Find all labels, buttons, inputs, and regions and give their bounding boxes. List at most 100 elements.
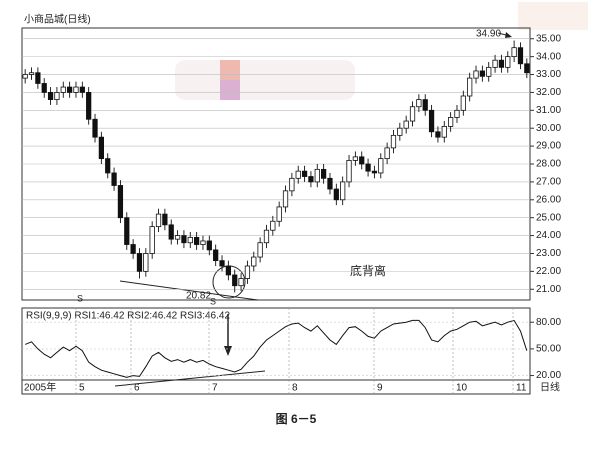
divergence-label: 底背离 [350,263,386,278]
candle-body [511,47,517,58]
y-tick-label: 35.00 [536,33,561,44]
y-tick-label: 20.00 [536,370,561,381]
y-tick-label: 31.00 [536,105,561,116]
candle-body [416,99,422,108]
watermark-block [518,2,588,30]
y-tick-label: 30.00 [536,123,561,134]
candle-body [206,240,212,251]
candle-body [60,86,66,93]
peak-label: 34.90 [476,29,501,40]
candle-body [54,92,60,100]
candle-body [282,190,289,208]
candle-body [92,118,98,138]
candle-body [168,224,174,240]
candle-body [498,59,505,68]
x-tick-label: 5 [79,383,85,394]
candle-body [67,86,73,93]
trough-label: 20.82 [186,291,211,302]
candle-body [384,147,390,160]
rsi-trendline [114,370,266,387]
candle-body [308,176,314,183]
candle-body [422,99,428,111]
candle-body [194,236,200,245]
candle-body [111,172,117,186]
candle-body [225,265,231,276]
candle-body [505,56,511,68]
x-tick-label: 7 [212,383,218,394]
watermark [175,2,588,100]
candle-body [403,120,409,129]
candle-body [86,92,92,120]
candle-body [371,170,378,174]
candle-body [238,278,244,287]
candle-body [486,66,492,77]
candle-body [270,220,276,231]
candle-body [492,59,498,68]
y-tick-label: 27.00 [536,177,561,188]
candle-body [162,213,168,226]
candle-body [98,136,104,160]
candle-body [524,63,530,74]
candle-body [409,106,416,122]
candle-body [428,109,435,133]
candle-body [517,47,524,65]
y-tick-label: 26.00 [536,194,561,205]
arrow-head [224,346,232,356]
candle-body [35,72,41,84]
candle-body [181,235,187,244]
candle-body [276,206,282,222]
rsi-legend: RSI(9,9,9) RSI1:46.42 RSI2:46.42 RSI3:46… [26,311,230,322]
candle-body [244,265,251,279]
candle-body [232,274,238,287]
x-tick-label: 10 [456,383,468,394]
y-tick-label: 80.00 [536,317,561,328]
x-tick-label: 6 [134,383,140,394]
candle-body [143,253,149,272]
candle-body [174,235,181,240]
y-tick-label: 28.00 [536,159,561,170]
y-tick-label: 23.00 [536,248,561,259]
candle-body [213,249,219,262]
candle-body [117,185,124,219]
candle-body [105,158,111,174]
candle-body [251,256,257,267]
watermark-block [220,80,240,100]
candle-body [333,188,339,201]
x-tick-label: 9 [377,383,383,394]
candle-body [200,240,206,245]
s-marker: S [77,293,83,303]
candle-body [397,127,403,136]
candle-body [301,170,308,177]
candle-body [289,177,295,192]
y-tick-label: 22.00 [536,266,561,277]
candle-body [327,177,333,190]
y-tick-label: 33.00 [536,69,561,80]
candle-body [460,95,466,111]
candle-body [22,74,28,79]
y-tick-label: 25.00 [536,212,561,223]
candle-body [435,131,441,138]
candle-body [295,170,301,179]
candle-body [441,126,447,138]
caption: 图 6－5 [276,412,317,426]
candle-body [28,72,35,75]
y-tick-label: 29.00 [536,141,561,152]
candle-body [47,92,54,100]
x-tick-label: 2005年 [24,381,56,394]
y-tick-label: 34.00 [536,51,561,62]
candle-body [352,156,358,161]
watermark-block [220,60,240,80]
candle-body [390,134,397,149]
s-marker: S [210,296,216,306]
candle-body [448,117,454,127]
candle-body [467,77,473,97]
candle-body [257,242,263,258]
candle-body [155,213,162,228]
candle-body [263,229,270,244]
candle-body [219,260,225,267]
candle-body [479,70,485,77]
candle-body [359,156,365,165]
chart-title: 小商品城(日线) [24,13,91,26]
watermark-bar [175,60,355,100]
